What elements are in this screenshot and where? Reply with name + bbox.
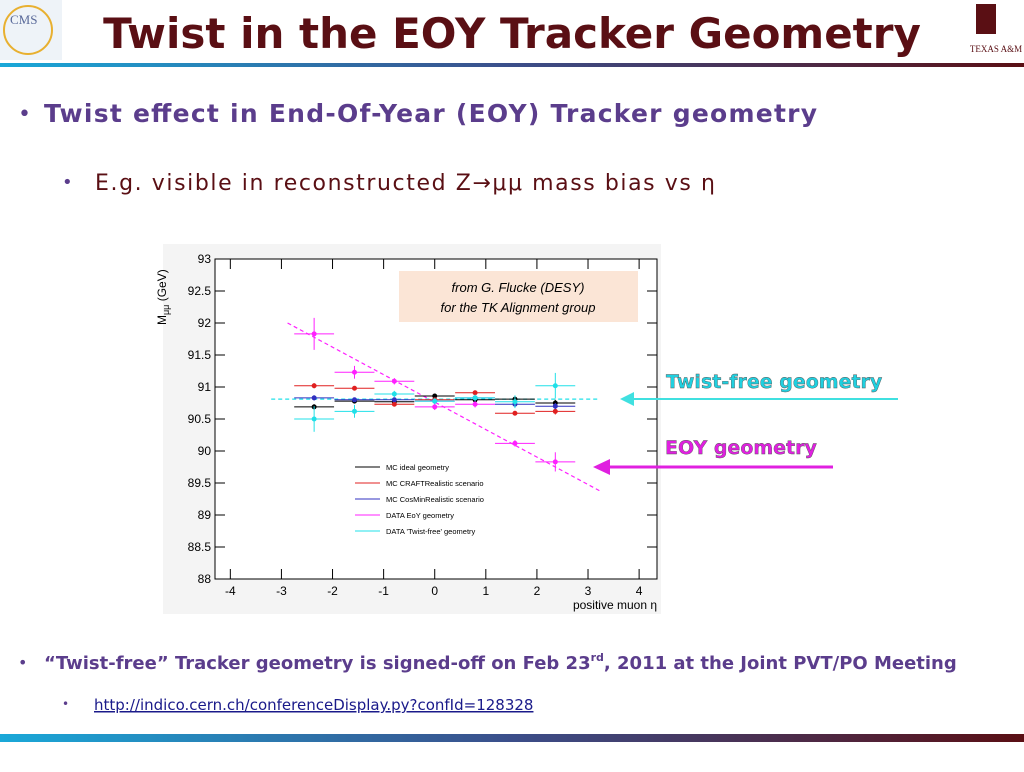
y-tick-label: 89 xyxy=(198,508,212,522)
legend-label: MC CRAFTRealistic scenario xyxy=(386,479,484,488)
credit: for the TK Alignment group xyxy=(441,300,596,315)
bullet-tail: , 2011 at the Joint PVT/PO Meeting xyxy=(604,653,957,674)
data-point xyxy=(432,404,438,410)
data-point xyxy=(552,459,558,465)
y-tick-label: 91.5 xyxy=(188,348,212,362)
tamu-logo xyxy=(976,4,996,34)
x-axis-label: positive muon η xyxy=(573,598,657,612)
sub-bullet: E.g. visible in reconstructed Z→μμ mass … xyxy=(95,171,715,196)
x-tick-label: 4 xyxy=(636,584,643,598)
bullet-dot: • xyxy=(62,697,69,711)
y-axis-label-part: (GeV) xyxy=(155,269,169,304)
bullet-dot: • xyxy=(18,653,27,672)
link[interactable]: http://indico.cern.ch/conferenceDisplay.… xyxy=(94,696,533,714)
slide-title: Twist in the EOY Tracker Geometry xyxy=(103,9,921,58)
cms-logo-ring xyxy=(3,5,53,55)
x-tick-label: -2 xyxy=(327,584,338,598)
y-tick-label: 88.5 xyxy=(188,540,212,554)
y-tick-label: 92 xyxy=(198,316,212,330)
arrow-head xyxy=(593,459,610,475)
y-tick-label: 88 xyxy=(198,572,212,586)
y-tick-label: 92.5 xyxy=(188,284,212,298)
header-rule xyxy=(0,63,1024,67)
y-tick-label: 90 xyxy=(198,444,212,458)
bullet: “Twist-free” Tracker geometry is signed-… xyxy=(44,651,957,674)
bullet: Twist effect in End-Of-Year (EOY) Tracke… xyxy=(44,99,817,128)
data-point xyxy=(472,390,478,396)
data-point xyxy=(351,408,357,414)
annotation: EOY geometry xyxy=(665,437,818,459)
data-point xyxy=(311,416,317,422)
y-axis-label: Mμμ (GeV) xyxy=(155,269,171,325)
data-point xyxy=(391,401,397,407)
credit: from G. Flucke (DESY) xyxy=(452,280,585,295)
y-axis-label-part: M xyxy=(155,315,169,325)
data-point xyxy=(391,378,397,384)
data-point xyxy=(391,391,397,397)
annotation: Twist-free geometry xyxy=(666,371,883,393)
legend-label: DATA 'Twist-free' geometry xyxy=(386,527,476,536)
fit-line xyxy=(287,322,603,493)
legend-label: MC ideal geometry xyxy=(386,463,449,472)
x-tick-label: -4 xyxy=(225,584,236,598)
y-tick-label: 93 xyxy=(198,252,212,266)
footer-rule xyxy=(0,734,1024,742)
x-tick-label: -1 xyxy=(378,584,389,598)
credit-box xyxy=(399,271,638,322)
x-tick-label: -3 xyxy=(276,584,287,598)
data-point xyxy=(552,383,558,389)
legend-label: MC CosMinRealistic scenario xyxy=(386,495,484,504)
data-point xyxy=(351,369,357,375)
bullet-dot: • xyxy=(62,172,73,193)
data-point xyxy=(391,397,397,403)
x-tick-label: 3 xyxy=(585,584,592,598)
cms-logo-text: CMS xyxy=(10,12,37,27)
tamu-logo-text: TEXAS A&M xyxy=(970,44,1022,54)
y-tick-label: 89.5 xyxy=(188,476,212,490)
x-tick-label: 2 xyxy=(534,584,541,598)
data-point xyxy=(351,397,357,403)
data-point xyxy=(351,385,357,391)
data-point xyxy=(552,408,558,414)
bullet-dot: • xyxy=(18,102,31,127)
data-point xyxy=(472,401,478,407)
chart: -4 -3 -2 -1 0 1 2 3 4 88 88.5 89 89.5 90 90.5 91 91.5 92 9… xyxy=(155,252,657,612)
data-point xyxy=(311,395,317,401)
x-tick-label: 1 xyxy=(482,584,489,598)
data-point xyxy=(432,393,438,399)
data-point xyxy=(311,331,317,337)
bullet-sup: rd xyxy=(591,651,604,664)
arrow-head xyxy=(620,392,634,406)
y-tick-label: 91 xyxy=(198,380,212,394)
data-point xyxy=(512,399,518,405)
data-point xyxy=(311,383,317,389)
y-axis-label-part: μμ xyxy=(161,305,171,315)
data-point xyxy=(432,398,438,404)
bullet-text: “Twist-free” Tracker geometry is signed-… xyxy=(44,653,591,674)
data-point xyxy=(512,410,518,416)
legend-label: DATA EoY geometry xyxy=(386,511,454,520)
data-point xyxy=(552,403,558,409)
data-point xyxy=(472,395,478,401)
x-tick-label: 0 xyxy=(431,584,438,598)
data-point xyxy=(512,440,518,446)
y-tick-label: 90.5 xyxy=(188,412,212,426)
